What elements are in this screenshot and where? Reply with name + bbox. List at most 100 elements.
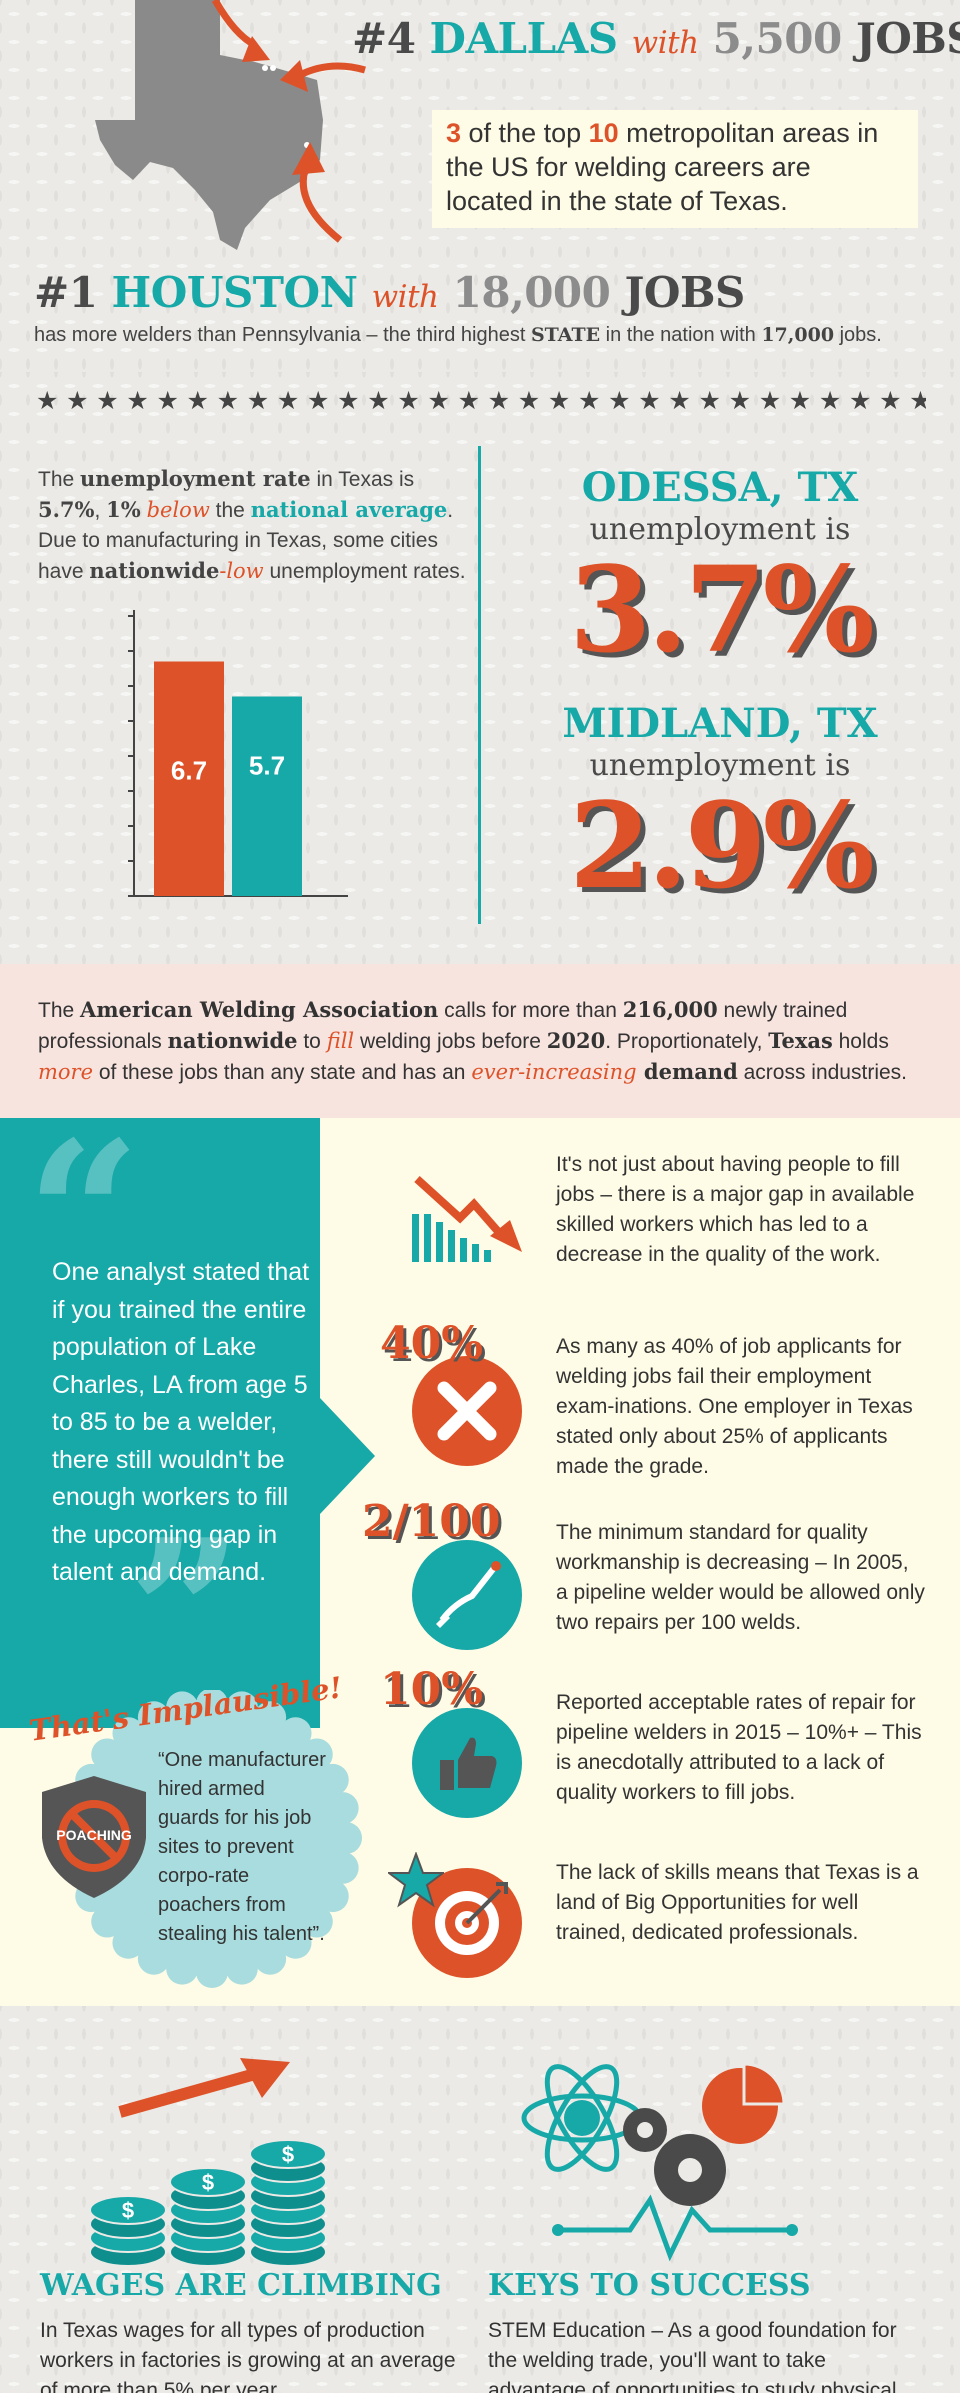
fact-list: It's not just about having people to fil… <box>0 1118 960 2006</box>
intro-below: below <box>146 498 210 522</box>
wages-title: WAGES ARE CLIMBING <box>40 2268 442 2303</box>
star-divider: ★★★★★★★★★★★★★★★★★★★★★★★★★★★★★★★★★ <box>36 387 926 415</box>
awa-t6: . Proportionately, <box>605 1030 769 1053</box>
bar-label-2: 5.7 <box>249 751 285 781</box>
midland-city: MIDLAND, TX <box>562 700 878 747</box>
intro-t3: , <box>94 499 107 522</box>
bar-label-1: 6.7 <box>171 756 207 786</box>
target-icon <box>412 1868 522 1978</box>
intro-t5: . Due to manufacturing in Texas, some ci… <box>38 499 454 583</box>
quote-panel <box>0 1118 375 1728</box>
quote-text: One analyst stated that if you trained t… <box>52 1258 310 1586</box>
awa-year: 2020 <box>546 1028 606 1053</box>
science-gears-icon <box>521 2062 798 2262</box>
implausible-text: “One manufacturer hired armed guards for… <box>158 1749 326 1945</box>
implausible-badge: That's Implausible! POACHING “One manufa… <box>27 1670 372 1990</box>
intro-low: low <box>226 559 264 583</box>
fact-stat-exam: 40% <box>380 1318 484 1369</box>
houston-note: has more welders than Pennsylvania – the… <box>34 324 882 347</box>
texas-callout-box: 3 of the top 10 metropolitan areas in th… <box>432 110 918 228</box>
coin-stacks-icon: $ $ $ <box>89 2058 327 2267</box>
awa-t9: across industries. <box>737 1061 907 1084</box>
fact-item-standard: 2/100 The minimum standard for quality w… <box>362 1496 940 1658</box>
odessa-city: ODESSA, TX <box>581 464 859 511</box>
awa-org: American Welding Association <box>80 997 439 1022</box>
awa-increasing: ever-increasing <box>471 1060 637 1084</box>
intro-t6: unemployment rates. <box>263 560 466 583</box>
awa-t2: calls for more than <box>438 999 623 1022</box>
houston-heading: #1 HOUSTON with 18,000 JOBS <box>34 268 745 317</box>
no-poaching-icon <box>42 1776 146 1898</box>
callout-num-3: 3 <box>446 118 462 148</box>
poaching-label: POACHING <box>56 1827 132 1843</box>
houston-note-text-1: has more welders than Pennsylvania – the… <box>34 324 531 346</box>
callout-num-10: 10 <box>588 118 619 148</box>
awa-t7: holds <box>832 1030 889 1053</box>
star-icon <box>388 1852 444 1908</box>
texas-jobs-section: #4 DALLAS with 5,500 JOBS 3 of the top 1… <box>0 0 960 372</box>
intro-pct: 5.7% <box>38 497 95 522</box>
awa-demand: demand <box>636 1059 738 1084</box>
awa-t4: to <box>297 1030 327 1053</box>
fact-item-gap: It's not just about having people to fil… <box>400 1150 940 1280</box>
houston-city: HOUSTON <box>111 268 358 317</box>
thumbs-up-icon <box>412 1708 522 1818</box>
dallas-rank: #4 <box>352 14 416 63</box>
unemployment-section: ★★★★★★★★★★★★★★★★★★★★★★★★★★★★★★★★★ The un… <box>0 372 960 964</box>
fact-text-exam: As many as 40% of job applicants for wel… <box>556 1335 913 1478</box>
odessa-label: unemployment is <box>589 512 851 547</box>
dollar-sign-icon: $ <box>282 2142 294 2167</box>
vertical-divider <box>478 446 481 924</box>
coin <box>169 2167 247 2197</box>
intro-dash: - <box>219 560 227 583</box>
houston-note-jobs: 17,000 <box>761 324 835 346</box>
fact-text-repair: Reported acceptable rates of repair for … <box>556 1691 922 1804</box>
coin <box>249 2139 327 2169</box>
callout-text-1: of the top <box>461 118 589 148</box>
texas-map-icon <box>95 0 323 250</box>
facts-section: “ ” One analyst stated that if you train… <box>0 1098 960 2006</box>
bar-1 <box>154 661 224 896</box>
houston-note-state: STATE <box>530 324 601 346</box>
awa-nationwide: nationwide <box>167 1028 298 1053</box>
bar-2 <box>232 696 302 896</box>
coin <box>89 2195 167 2225</box>
intro-rate: unemployment rate <box>80 466 311 491</box>
open-quote-icon: “ <box>26 1098 142 1333</box>
midland-value: 2.9% <box>569 776 874 915</box>
fact-stat-repair: 10% <box>380 1664 484 1715</box>
fact-stat-standard: 2/100 <box>362 1496 501 1547</box>
houston-note-text-2: in the nation with <box>600 324 762 346</box>
keys-title: KEYS TO SUCCESS <box>488 2268 811 2303</box>
dallas-city: DALLAS <box>429 14 619 63</box>
awa-t8: of these jobs than any state and has an <box>93 1061 472 1084</box>
dallas-heading: #4 DALLAS with 5,500 JOBS <box>352 14 960 63</box>
dallas-jobs-suffix: JOBS <box>855 14 960 63</box>
awa-num: 216,000 <box>622 997 718 1022</box>
fact-item-opportunity: The lack of skills means that Texas is a… <box>388 1852 940 1998</box>
welding-torch-icon <box>412 1540 522 1650</box>
unemployment-bar-chart: 6.7 5.7 <box>128 610 348 897</box>
houston-with: with <box>371 279 439 315</box>
houston-jobs-suffix: JOBS <box>624 268 746 317</box>
awa-more: more <box>38 1060 94 1084</box>
dallas-with: with <box>631 25 699 61</box>
houston-jobs: 18,000 <box>452 268 611 317</box>
intro-1pct: 1% <box>106 497 141 522</box>
fact-text-gap: It's not just about having people to fil… <box>556 1153 915 1266</box>
houston-note-text-3: jobs. <box>834 324 882 346</box>
scalloped-circle <box>62 1690 362 1988</box>
awa-fill: fill <box>326 1029 355 1053</box>
fact-text-opportunity: The lack of skills means that Texas is a… <box>556 1861 919 1944</box>
houston-rank: #1 <box>34 268 98 317</box>
intro-t1: The <box>38 468 81 491</box>
wages-text: In Texas wages for all types of producti… <box>40 2319 456 2393</box>
intro-nationwide: nationwide <box>89 558 220 583</box>
intro-t2: in Texas is <box>310 468 415 491</box>
fact-item-exam: 40% As many as 40% of job applicants for… <box>380 1318 940 1478</box>
dollar-sign-icon: $ <box>202 2170 214 2195</box>
awa-section: The American Welding Association calls f… <box>0 964 960 1118</box>
callout-text-2: metropolitan areas in the US for welding… <box>446 118 879 216</box>
keys-text: STEM Education – As a good foundation fo… <box>488 2319 897 2393</box>
x-icon <box>412 1356 522 1466</box>
